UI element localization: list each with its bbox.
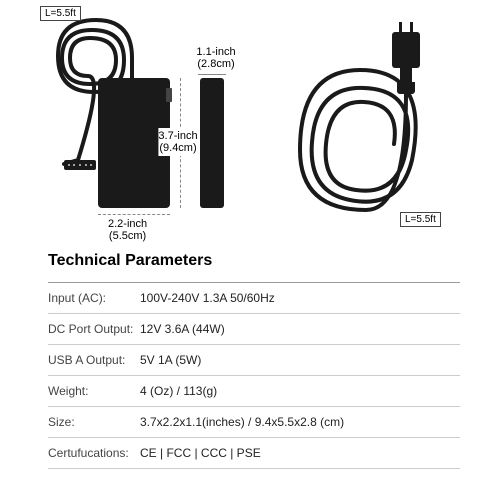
height-label: 3.7-inch (9.4cm) <box>158 128 197 156</box>
prong-icon <box>399 22 402 32</box>
spec-row: USB A Output:5V 1A (5W) <box>48 345 460 376</box>
specs-heading: Technical Parameters <box>48 252 460 270</box>
specs-section: Technical Parameters Input (AC):100V-240… <box>48 252 460 469</box>
depth-inches: 2.2-inch <box>108 218 147 230</box>
usb-port-icon <box>166 88 172 102</box>
height-inches: 3.7-inch <box>158 130 197 142</box>
spec-row: Size:3.7x2.2x1.1(inches) / 9.4x5.5x2.8 (… <box>48 407 460 438</box>
spec-value: 5V 1A (5W) <box>140 353 201 367</box>
cable-left-length: L=5.5ft <box>40 6 81 21</box>
spec-label: Input (AC): <box>48 291 140 305</box>
magnetic-connector <box>64 160 96 170</box>
spec-row: DC Port Output:12V 3.6A (44W) <box>48 314 460 345</box>
spec-label: Weight: <box>48 384 140 398</box>
spec-label: Size: <box>48 415 140 429</box>
spec-label: Certufucations: <box>48 446 140 460</box>
spec-value: 100V-240V 1.3A 50/60Hz <box>140 291 275 305</box>
spec-row: Input (AC):100V-240V 1.3A 50/60Hz <box>48 283 460 314</box>
depth-cm: (5.5cm) <box>108 230 147 242</box>
width-inches: 1.1-inch <box>196 46 236 58</box>
spec-row: Certufucations:CE | FCC | CCC | PSE <box>48 438 460 469</box>
wall-plug <box>392 32 420 68</box>
spec-value: 3.7x2.2x1.1(inches) / 9.4x5.5x2.8 (cm) <box>140 415 344 429</box>
dim-line <box>198 74 226 75</box>
spec-value: 12V 3.6A (44W) <box>140 322 225 336</box>
cable-right-length: L=5.5ft <box>400 212 441 227</box>
dim-line <box>98 214 170 215</box>
depth-label: 2.2-inch (5.5cm) <box>108 218 147 242</box>
width-label: 1.1-inch (2.8cm) <box>196 46 236 70</box>
spec-label: USB A Output: <box>48 353 140 367</box>
plug-tip <box>397 82 415 94</box>
spec-value: CE | FCC | CCC | PSE <box>140 446 261 460</box>
adapter-side-profile <box>200 78 224 208</box>
spec-value: 4 (Oz) / 113(g) <box>140 384 217 398</box>
prong-icon <box>410 22 413 32</box>
width-cm: (2.8cm) <box>196 58 236 70</box>
spec-row: Weight:4 (Oz) / 113(g) <box>48 376 460 407</box>
height-cm: (9.4cm) <box>158 142 197 154</box>
spec-label: DC Port Output: <box>48 322 140 336</box>
